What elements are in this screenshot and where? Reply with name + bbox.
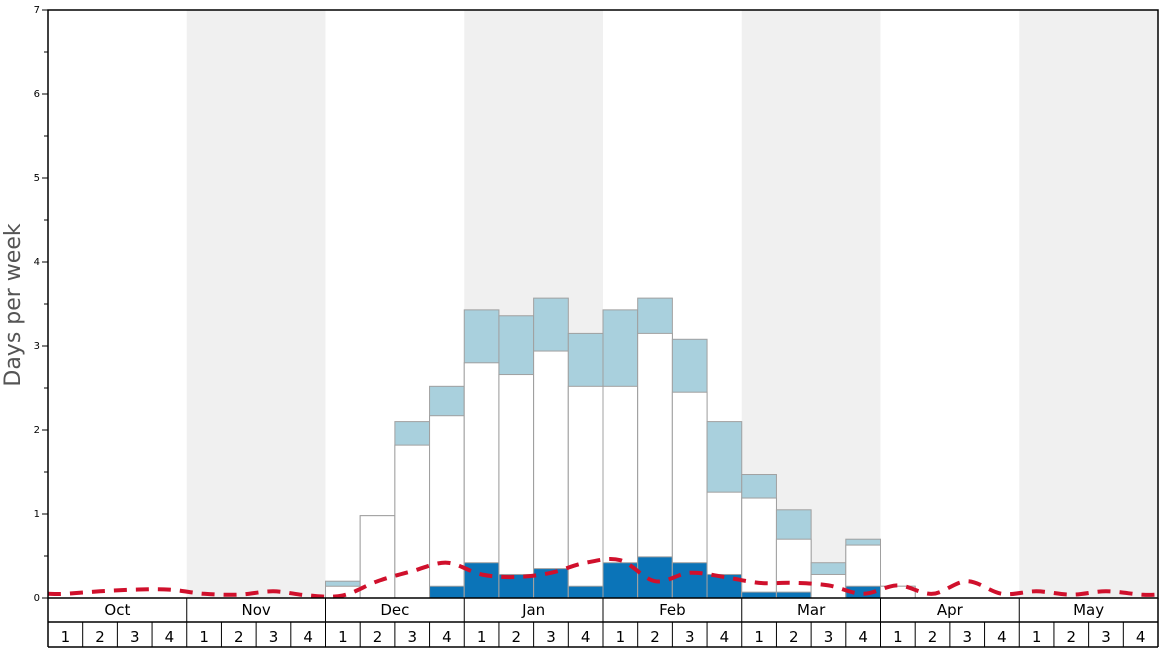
bar-base bbox=[775, 591, 812, 599]
bar-mid bbox=[463, 362, 500, 599]
y-axis-ticks: 0 1 2 3 4 5 6 7 bbox=[34, 5, 48, 604]
bar-mid bbox=[429, 415, 465, 599]
week-label: 3 bbox=[824, 628, 834, 646]
bars bbox=[325, 297, 916, 599]
week-label: 3 bbox=[1101, 628, 1111, 646]
week-label: 4 bbox=[1136, 628, 1146, 646]
bar-base bbox=[637, 556, 673, 599]
month-label: Dec bbox=[380, 601, 409, 619]
week-label: 1 bbox=[754, 628, 764, 646]
bar-mid bbox=[359, 515, 396, 599]
y-tick-label: 3 bbox=[34, 341, 40, 352]
bar-base bbox=[567, 585, 604, 599]
bar-mid bbox=[637, 332, 673, 599]
week-label: 1 bbox=[199, 628, 209, 646]
week-label: 2 bbox=[789, 628, 799, 646]
y-tick-label: 6 bbox=[34, 89, 40, 100]
week-label: 4 bbox=[165, 628, 175, 646]
week-label: 1 bbox=[338, 628, 348, 646]
month-label: Apr bbox=[937, 601, 964, 619]
week-label: 2 bbox=[95, 628, 105, 646]
y-tick-label: 1 bbox=[34, 509, 40, 520]
bar-mid bbox=[567, 385, 604, 599]
week-label: 4 bbox=[997, 628, 1007, 646]
y-tick-label: 7 bbox=[34, 5, 40, 16]
week-label: 2 bbox=[512, 628, 522, 646]
week-label: 1 bbox=[477, 628, 487, 646]
month-label: Mar bbox=[797, 601, 826, 619]
month-label: Nov bbox=[241, 601, 270, 619]
y-tick-label: 5 bbox=[34, 173, 40, 184]
month-label: Feb bbox=[659, 601, 686, 619]
week-label: 1 bbox=[1032, 628, 1042, 646]
week-label: 2 bbox=[650, 628, 660, 646]
week-label: 1 bbox=[616, 628, 626, 646]
bar-base bbox=[741, 591, 777, 599]
week-label: 3 bbox=[962, 628, 972, 646]
week-label: 4 bbox=[581, 628, 591, 646]
bar-mid bbox=[775, 538, 812, 599]
week-label: 4 bbox=[442, 628, 452, 646]
week-label: 3 bbox=[269, 628, 279, 646]
week-label: 3 bbox=[546, 628, 556, 646]
week-label: 2 bbox=[1067, 628, 1077, 646]
week-label: 1 bbox=[61, 628, 71, 646]
y-tick-label: 0 bbox=[34, 593, 40, 604]
bar-base bbox=[429, 585, 465, 599]
y-tick-label: 2 bbox=[34, 425, 40, 436]
y-tick-label: 4 bbox=[34, 257, 40, 268]
week-label: 3 bbox=[407, 628, 417, 646]
bar-base bbox=[671, 562, 708, 599]
month-shade bbox=[186, 10, 326, 598]
bar-mid bbox=[533, 350, 569, 599]
week-label: 3 bbox=[130, 628, 140, 646]
x-axis: Oct 1 2 3 4 Nov 1 2 3 4 Dec 1 2 3 4 Jan 1 2 3 4 Feb 1 2 3 4 Mar 1 2… bbox=[47, 9, 1159, 648]
bar-base bbox=[463, 562, 500, 599]
week-label: 2 bbox=[234, 628, 244, 646]
week-label: 4 bbox=[858, 628, 868, 646]
month-shade bbox=[1019, 10, 1158, 598]
week-label: 2 bbox=[928, 628, 938, 646]
week-label: 4 bbox=[720, 628, 730, 646]
week-label: 4 bbox=[303, 628, 313, 646]
month-label: Oct bbox=[104, 601, 130, 619]
month-label: Jan bbox=[521, 601, 545, 619]
bar-mid bbox=[498, 374, 535, 599]
week-label: 1 bbox=[893, 628, 903, 646]
week-label: 2 bbox=[373, 628, 383, 646]
month-label: May bbox=[1073, 601, 1104, 619]
y-axis-label: Days per week bbox=[1, 223, 26, 386]
week-label: 3 bbox=[685, 628, 695, 646]
